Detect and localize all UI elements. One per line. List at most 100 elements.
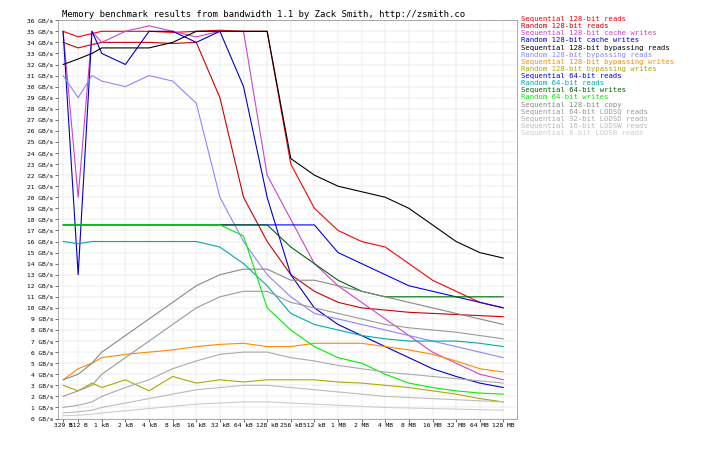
Random 128-bit reads [333, 300, 342, 305]
Random 128-bit bypassing writes [168, 374, 177, 379]
Sequential 128-bit copy [333, 283, 342, 288]
Sequential 64-bit reads [121, 222, 130, 228]
Random 64-bit writes [475, 390, 484, 396]
Random 128-bit bypassing reads [405, 333, 413, 338]
Sequential 16-bit LODSW reads [428, 396, 437, 401]
Sequential 128-bit copy [88, 360, 96, 366]
Random 128-bit cache writes [452, 374, 461, 379]
Sequential 128-bit reads [215, 27, 224, 33]
Random 64-bit writes [428, 385, 437, 390]
Sequential 128-bit cache writes [405, 333, 413, 338]
Sequential 16-bit LODSW reads [381, 394, 390, 399]
Random 128-bit cache writes [121, 62, 130, 67]
Sequential 64-bit reads [428, 288, 437, 294]
Sequential 128-bit bypassing reads [357, 189, 366, 194]
Sequential 128-bit reads [263, 29, 271, 34]
Sequential 128-bit reads [452, 288, 461, 294]
Sequential 64-bit LODSQ reads [215, 294, 224, 300]
Sequential 64-bit reads [263, 222, 271, 228]
Sequential 128-bit bypassing reads [59, 62, 68, 67]
Sequential 64-bit LODSQ reads [239, 288, 248, 294]
Sequential 128-bit reads [405, 261, 413, 266]
Sequential 128-bit bypassing reads [452, 239, 461, 244]
Random 128-bit cache writes [381, 344, 390, 349]
Sequential 128-bit bypassing reads [263, 29, 271, 34]
Random 64-bit reads [499, 344, 508, 349]
Sequential 64-bit writes [192, 222, 201, 228]
Random 128-bit bypassing writes [192, 380, 201, 386]
Sequential 128-bit cache writes [121, 29, 130, 34]
Random 64-bit reads [192, 239, 201, 244]
Random 128-bit reads [145, 40, 153, 45]
Random 128-bit cache writes [192, 40, 201, 45]
Random 128-bit bypassing reads [74, 95, 83, 100]
Sequential 128-bit bypassing writes [357, 341, 366, 346]
Sequential 64-bit reads [168, 222, 177, 228]
Line: Random 64-bit writes: Random 64-bit writes [63, 225, 503, 394]
Random 64-bit reads [287, 310, 295, 316]
Random 128-bit bypassing reads [475, 350, 484, 355]
Sequential 128-bit copy [145, 316, 153, 322]
Sequential 16-bit LODSW reads [287, 385, 295, 390]
Sequential 128-bit bypassing writes [145, 350, 153, 355]
Sequential 64-bit LODSQ reads [263, 288, 271, 294]
Sequential 128-bit cache writes [263, 172, 271, 178]
Sequential 128-bit bypassing reads [168, 40, 177, 45]
Random 128-bit bypassing writes [428, 388, 437, 394]
Random 128-bit bypassing reads [381, 327, 390, 333]
Random 64-bit writes [452, 388, 461, 394]
Random 128-bit bypassing writes [381, 382, 390, 388]
Sequential 128-bit cache writes [168, 29, 177, 34]
Random 128-bit bypassing reads [310, 310, 319, 316]
Sequential 16-bit LODSW reads [59, 410, 68, 416]
Sequential 128-bit bypassing writes [405, 347, 413, 353]
Random 128-bit reads [59, 40, 68, 45]
Sequential 64-bit LODSQ reads [287, 300, 295, 305]
Sequential 8-bit LODSB reads [381, 405, 390, 410]
Sequential 64-bit LODSQ reads [475, 333, 484, 338]
Sequential 128-bit cache writes [239, 29, 248, 34]
Sequential 64-bit writes [287, 244, 295, 250]
Line: Random 128-bit reads: Random 128-bit reads [63, 42, 503, 317]
Random 128-bit bypassing writes [475, 396, 484, 401]
Sequential 64-bit writes [215, 222, 224, 228]
Random 128-bit reads [428, 310, 437, 316]
Sequential 128-bit bypassing reads [74, 56, 83, 62]
Sequential 64-bit reads [333, 250, 342, 255]
Sequential 64-bit LODSQ reads [88, 382, 96, 388]
Random 128-bit reads [357, 305, 366, 310]
Random 128-bit bypassing reads [357, 322, 366, 327]
Random 64-bit reads [381, 336, 390, 342]
Sequential 128-bit bypassing reads [215, 29, 224, 34]
Random 128-bit bypassing writes [287, 377, 295, 382]
Sequential 128-bit reads [499, 305, 508, 310]
Sequential 32-bit LODSD reads [357, 366, 366, 371]
Sequential 128-bit bypassing writes [97, 355, 106, 360]
Random 128-bit reads [97, 40, 106, 45]
Sequential 8-bit LODSB reads [97, 410, 106, 416]
Text: Memory benchmark results from bandwidth 1.1 by Zack Smith, http://zsmith.co: Memory benchmark results from bandwidth … [62, 10, 465, 19]
Sequential 128-bit bypassing writes [310, 341, 319, 346]
Sequential 64-bit LODSQ reads [452, 329, 461, 335]
Sequential 128-bit bypassing writes [428, 351, 437, 357]
Line: Random 64-bit reads: Random 64-bit reads [63, 242, 503, 346]
Random 128-bit reads [452, 312, 461, 317]
Line: Sequential 16-bit LODSW reads: Sequential 16-bit LODSW reads [63, 385, 503, 413]
Sequential 32-bit LODSD reads [405, 372, 413, 377]
Sequential 128-bit copy [405, 300, 413, 305]
Line: Sequential 128-bit copy: Sequential 128-bit copy [63, 269, 503, 380]
Random 128-bit reads [381, 307, 390, 313]
Sequential 16-bit LODSW reads [215, 385, 224, 390]
Random 64-bit writes [381, 372, 390, 377]
Random 128-bit bypassing reads [168, 78, 177, 84]
Line: Random 128-bit cache writes: Random 128-bit cache writes [63, 32, 503, 387]
Sequential 32-bit LODSD reads [239, 350, 248, 355]
Sequential 128-bit cache writes [333, 283, 342, 288]
Sequential 8-bit LODSB reads [239, 399, 248, 405]
Random 64-bit writes [88, 222, 96, 228]
Random 128-bit cache writes [59, 29, 68, 34]
Random 128-bit bypassing writes [499, 399, 508, 405]
Random 128-bit reads [263, 239, 271, 244]
Sequential 64-bit reads [145, 222, 153, 228]
Sequential 64-bit writes [357, 288, 366, 294]
